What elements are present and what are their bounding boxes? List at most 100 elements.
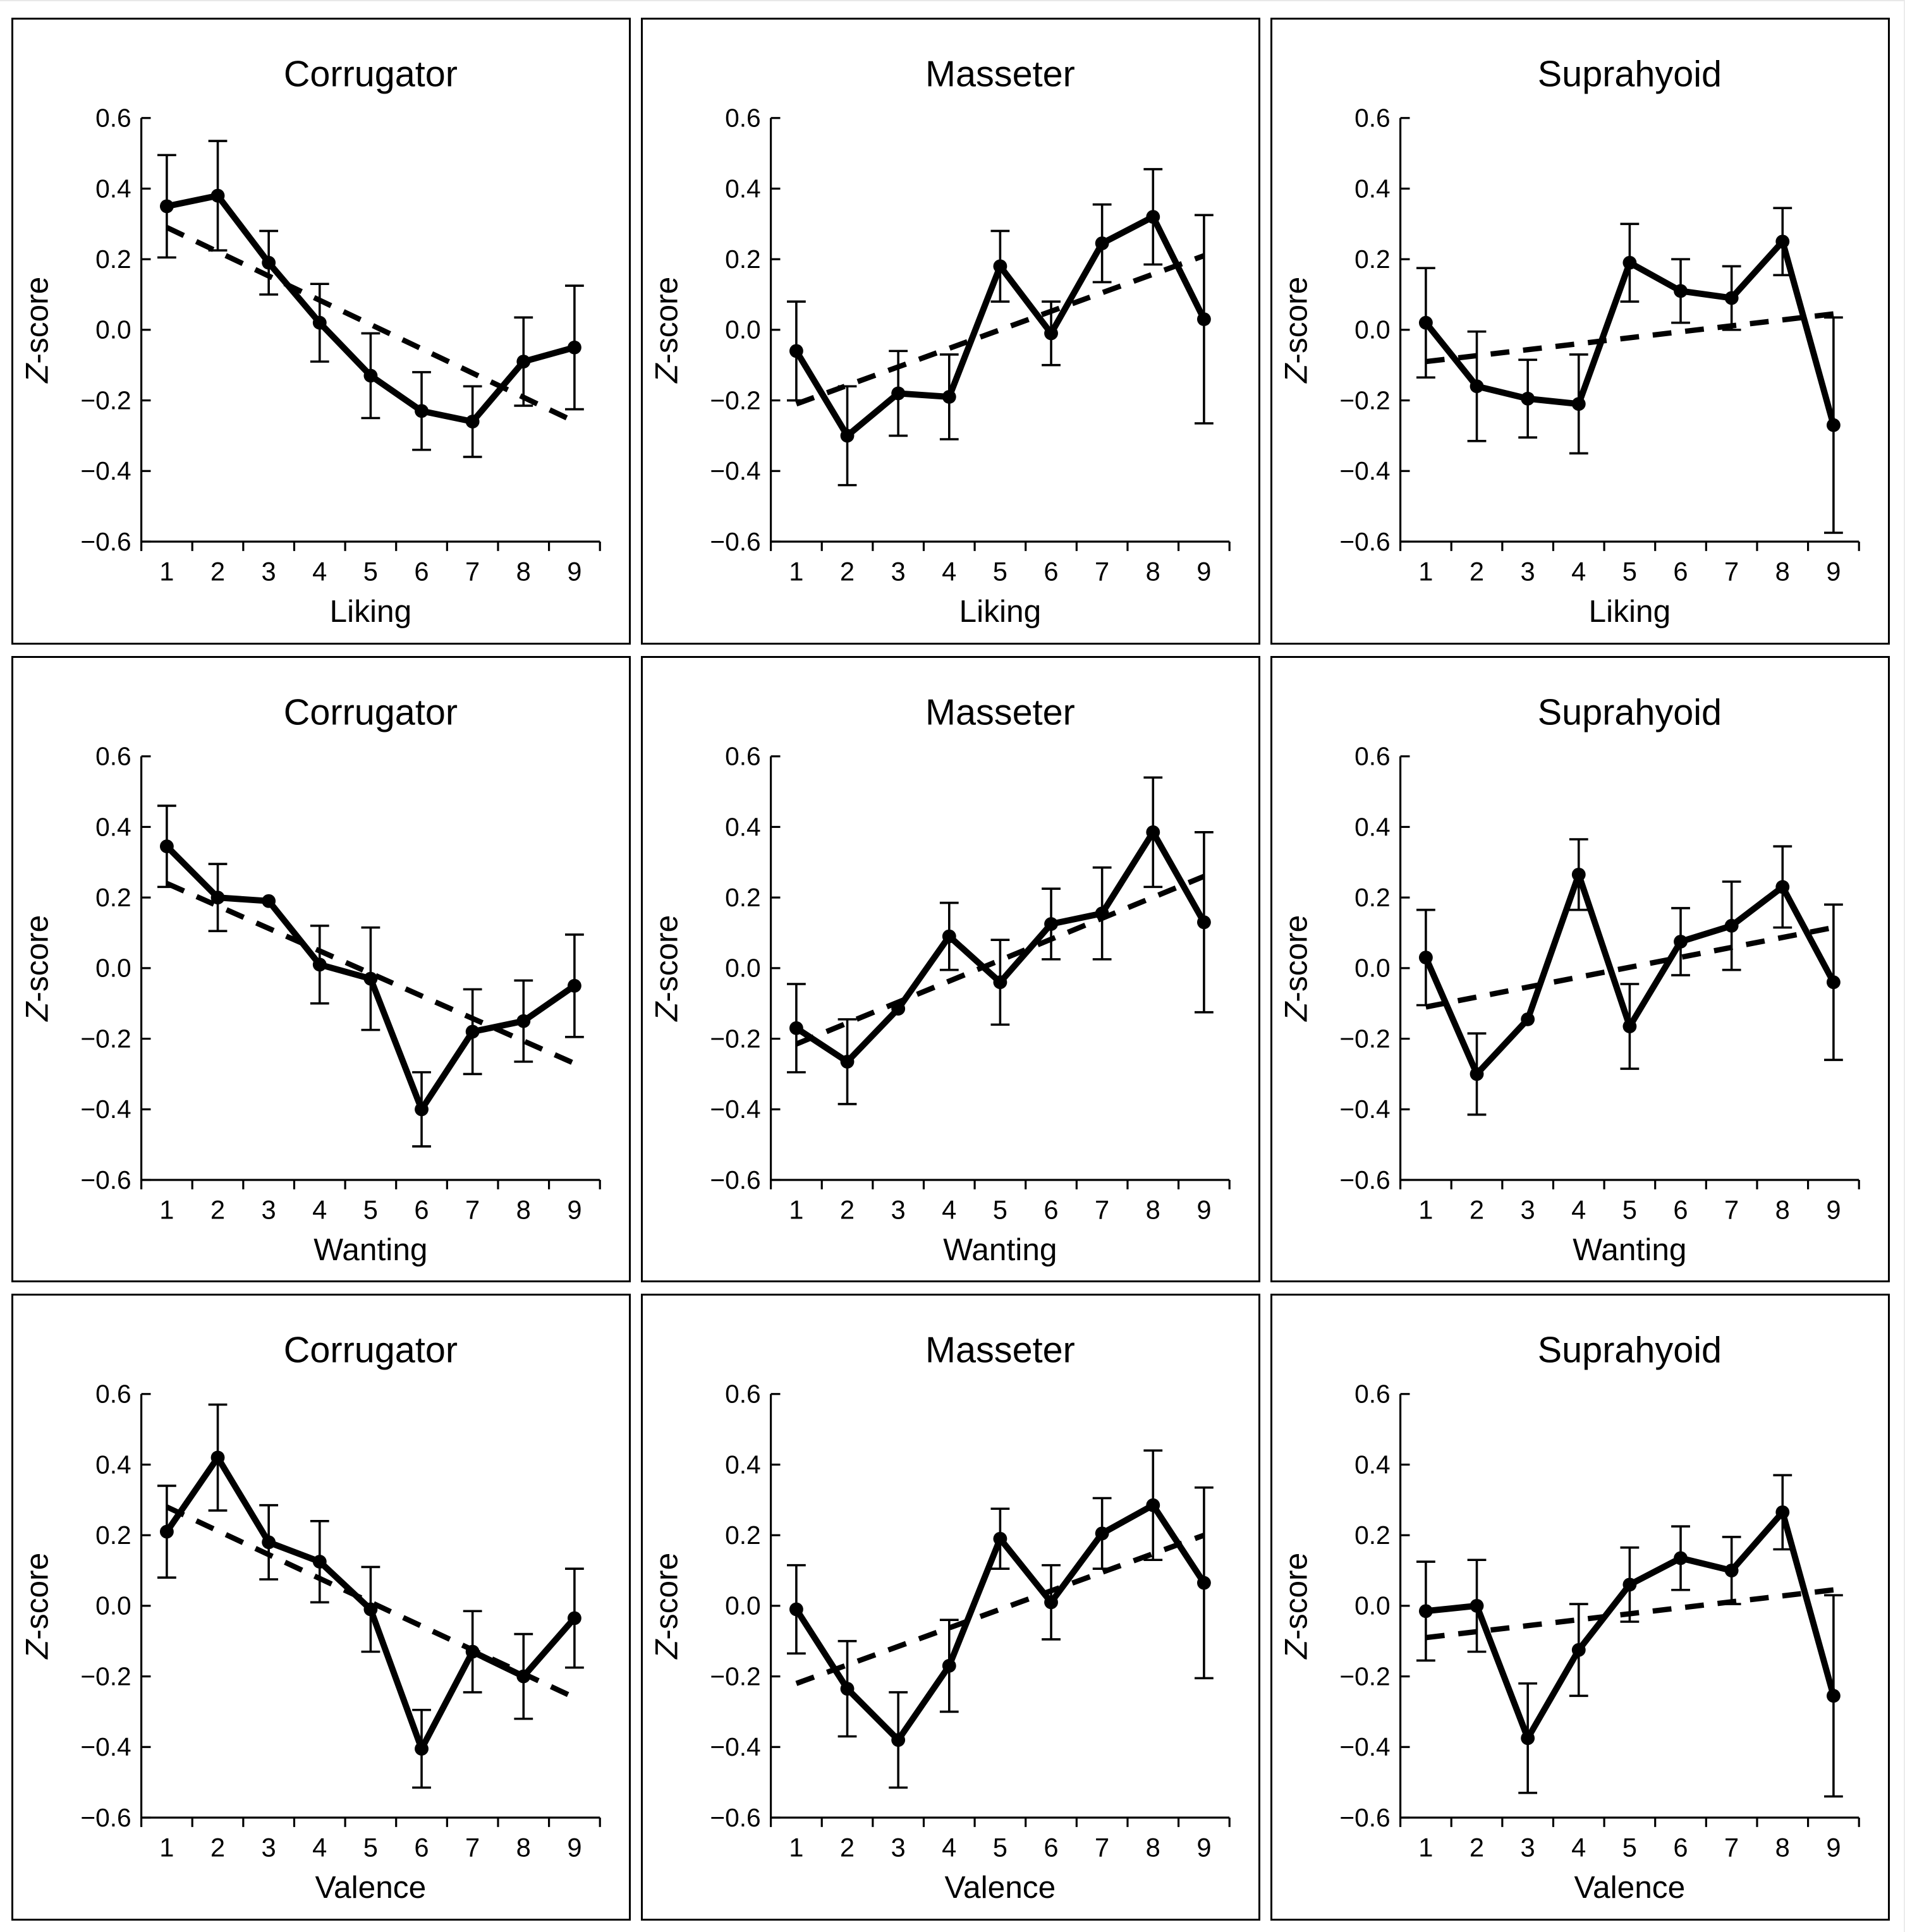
- chart-panel-corrugator-wanting: Corrugator 0.6 0.4 0.2 0.0 −0.2 −0.4 −0.6 1 2 3 4 5 6…: [11, 655, 631, 1283]
- x-tick-label: 4: [1571, 1194, 1586, 1224]
- y-axis-label: Z-score: [20, 277, 55, 384]
- x-tick-label: 8: [1775, 1194, 1790, 1224]
- y-tick-label: 0.0: [95, 1591, 131, 1620]
- y-axis-label: Z-score: [20, 914, 55, 1021]
- x-tick-label: 9: [1196, 1833, 1211, 1862]
- x-axis-label: Liking: [330, 593, 412, 629]
- y-tick-label: −0.6: [80, 1165, 131, 1194]
- y-tick-label: 0.2: [95, 245, 131, 274]
- x-tick-label: 5: [993, 1833, 1007, 1862]
- y-axis-label: Z-score: [649, 914, 685, 1021]
- data-point: [1044, 1595, 1058, 1610]
- chart-title: Corrugator: [284, 54, 458, 94]
- data-point: [1775, 1505, 1790, 1520]
- data-point: [1418, 950, 1433, 964]
- data-point: [1674, 934, 1688, 949]
- x-tick-label: 9: [1826, 556, 1841, 586]
- y-tick-label: 0.0: [725, 315, 761, 344]
- chart-panel-masseter-valence: Masseter 0.6 0.4 0.2 0.0 −0.2 −0.4 −0.6 1 2 3 4 5 6 7 8…: [641, 1294, 1260, 1921]
- data-point: [1571, 397, 1586, 411]
- x-tick-label: 2: [840, 556, 855, 586]
- y-tick-label: −0.4: [1339, 456, 1390, 485]
- y-tick-label: 0.4: [725, 1450, 761, 1479]
- data-point: [312, 1555, 327, 1569]
- x-tick-label: 8: [516, 1833, 531, 1862]
- chart-title: Suprahyoid: [1538, 1330, 1722, 1371]
- data-point: [465, 415, 480, 428]
- y-tick-label: 0.4: [95, 812, 131, 841]
- x-tick-label: 8: [516, 1194, 531, 1224]
- x-tick-label: 9: [1826, 1833, 1841, 1862]
- chart-title: Masseter: [925, 1330, 1075, 1371]
- x-tick-label: 5: [1622, 1194, 1637, 1224]
- y-tick-label: 0.2: [1354, 245, 1391, 274]
- data-point: [1826, 418, 1841, 432]
- y-axis-label: Z-score: [20, 1553, 55, 1660]
- x-tick-label: 9: [1196, 556, 1211, 586]
- y-tick-label: 0.0: [1354, 315, 1391, 344]
- x-tick-label: 2: [840, 1833, 855, 1862]
- x-tick-label: 3: [262, 556, 276, 586]
- data-point: [363, 1602, 378, 1617]
- x-tick-label: 5: [363, 1833, 378, 1862]
- x-tick-label: 3: [891, 1194, 906, 1224]
- y-tick-label: −0.2: [710, 1024, 760, 1053]
- data-point: [415, 1742, 429, 1756]
- chart-title: Suprahyoid: [1538, 692, 1722, 732]
- y-tick-label: −0.4: [80, 456, 131, 485]
- chart-panel-suprahyoid-liking: Suprahyoid 0.6 0.4 0.2 0.0 −0.2 −0.4 −0.6 1 2 3 4 5 6…: [1270, 18, 1890, 645]
- x-tick-label: 6: [1673, 556, 1688, 586]
- x-tick-label: 9: [1196, 1194, 1211, 1224]
- y-tick-label: 0.6: [725, 104, 761, 133]
- y-tick-label: 0.6: [95, 1380, 131, 1409]
- y-tick-label: 0.0: [725, 1591, 761, 1620]
- y-tick-label: −0.2: [710, 386, 760, 415]
- y-tick-label: 0.4: [1354, 1450, 1391, 1479]
- data-point: [1674, 284, 1688, 298]
- chart-suprahyoid-wanting: Suprahyoid 0.6 0.4 0.2 0.0 −0.2 −0.4 −0.6 1 2 3 4 5 6…: [1279, 692, 1860, 1267]
- data-point: [1196, 312, 1211, 327]
- y-tick-label: 0.0: [1354, 1591, 1391, 1620]
- x-tick-label: 7: [465, 556, 480, 586]
- x-tick-label: 1: [1418, 556, 1433, 586]
- y-tick-label: −0.6: [80, 527, 131, 556]
- x-tick-label: 7: [465, 1194, 480, 1224]
- x-tick-label: 3: [891, 1833, 906, 1862]
- x-axis-label: Wanting: [943, 1232, 1057, 1267]
- chart-title: Corrugator: [284, 692, 458, 732]
- data-point: [1470, 379, 1484, 394]
- y-tick-label: 0.2: [95, 1521, 131, 1550]
- data-point: [312, 957, 327, 971]
- y-axis-label: Z-score: [1279, 914, 1314, 1021]
- data-point: [516, 1669, 531, 1684]
- data-point: [891, 1733, 906, 1747]
- data-point: [1724, 918, 1739, 933]
- x-tick-label: 1: [789, 1194, 803, 1224]
- x-tick-label: 4: [942, 556, 956, 586]
- chart-masseter-wanting: Masseter 0.6 0.4 0.2 0.0 −0.2 −0.4 −0.6 1 2 3 4 5 6 7 8…: [649, 692, 1231, 1267]
- data-point: [840, 1682, 855, 1696]
- x-axis-label: Valence: [1574, 1869, 1686, 1905]
- x-axis-label: Valence: [945, 1869, 1056, 1905]
- x-tick-label: 6: [1044, 1194, 1058, 1224]
- series-line: [1422, 1509, 1837, 1742]
- x-tick-label: 5: [1622, 1833, 1637, 1862]
- data-point: [1044, 326, 1058, 341]
- chart-panel-corrugator-valence: Corrugator 0.6 0.4 0.2 0.0 −0.2 −0.4 −0.6 1 2 3 4 5 6…: [11, 1294, 631, 1921]
- data-point: [789, 1602, 803, 1617]
- data-point: [1571, 1643, 1586, 1657]
- y-tick-label: 0.4: [725, 812, 761, 841]
- x-tick-label: 7: [1724, 1833, 1739, 1862]
- x-tick-label: 6: [1673, 1833, 1688, 1862]
- x-tick-label: 6: [414, 1833, 429, 1862]
- x-tick-label: 4: [312, 1833, 327, 1862]
- y-tick-label: 0.4: [1354, 812, 1391, 841]
- data-point: [1196, 915, 1211, 929]
- data-point: [1095, 906, 1109, 920]
- x-axis-label: Wanting: [313, 1232, 427, 1267]
- chart-title: Suprahyoid: [1538, 54, 1722, 94]
- data-point: [1470, 1067, 1484, 1081]
- data-point: [789, 344, 803, 358]
- x-tick-label: 7: [1724, 556, 1739, 586]
- x-tick-label: 4: [1571, 1833, 1586, 1862]
